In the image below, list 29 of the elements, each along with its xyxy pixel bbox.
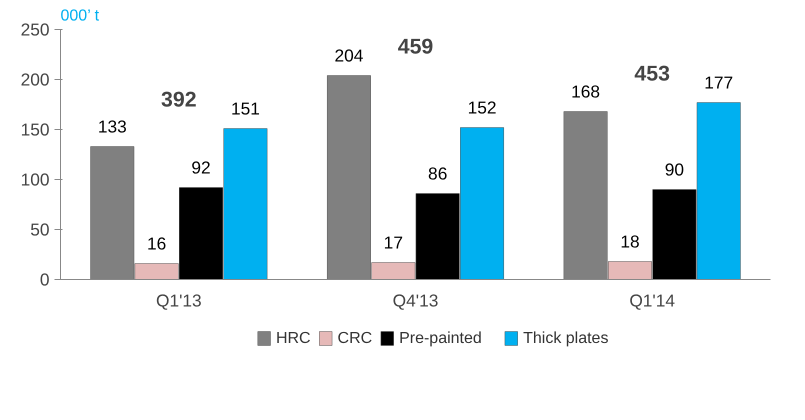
y-tick-label: 200 — [20, 70, 50, 90]
data-label: 17 — [384, 232, 403, 252]
y-tick-label: 150 — [20, 120, 50, 140]
x-tick-label: Q1'13 — [156, 290, 202, 310]
data-label: 152 — [468, 98, 497, 118]
legend-label: CRC — [338, 330, 372, 347]
data-label: 151 — [230, 98, 260, 118]
data-label: 16 — [147, 234, 166, 254]
total-label: 453 — [634, 62, 670, 86]
y-tick-label: 0 — [40, 270, 50, 290]
y-tick-label: 50 — [30, 220, 50, 240]
text: 000’ t — [60, 8, 100, 24]
data-label: 18 — [620, 232, 640, 252]
total-label: 392 — [161, 88, 197, 112]
legend-label: HRC — [276, 330, 311, 347]
y-tick-label: 250 — [20, 20, 50, 40]
data-label: 204 — [334, 46, 364, 66]
data-label: 92 — [191, 158, 211, 178]
x-tick-label: Q1'14 — [629, 290, 676, 310]
total-label: 459 — [398, 34, 434, 58]
data-label: 168 — [571, 82, 600, 102]
data-label: 86 — [428, 164, 448, 184]
legend-label: Pre-painted — [399, 330, 482, 347]
legend-label: Thick plates — [523, 330, 608, 347]
data-label: 177 — [704, 72, 734, 92]
x-tick-label: Q4'13 — [392, 290, 438, 310]
data-label: 133 — [98, 116, 127, 136]
data-label: 90 — [664, 160, 684, 180]
y-tick-label: 100 — [20, 170, 50, 190]
